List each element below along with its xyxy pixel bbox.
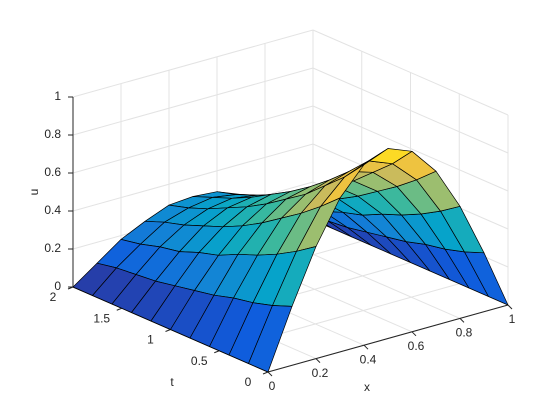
grid-line bbox=[72, 143, 314, 212]
x-axis bbox=[267, 304, 509, 373]
x-tick-label: 0.6 bbox=[408, 339, 425, 353]
u-tick-label: 0 bbox=[54, 279, 61, 293]
grid-line bbox=[312, 29, 509, 116]
u-tick-label: 0.6 bbox=[44, 165, 61, 179]
grid-line bbox=[72, 67, 314, 136]
u-tick-label: 1 bbox=[54, 89, 61, 103]
t-tick bbox=[262, 371, 269, 375]
u-tick-label: 0.2 bbox=[44, 241, 61, 255]
x-tick bbox=[315, 358, 321, 363]
x-axis-label: x bbox=[364, 380, 370, 394]
x-tick-label: 1 bbox=[509, 312, 516, 326]
t-tick-label: 2 bbox=[50, 290, 57, 304]
x-tick-label: 0.2 bbox=[312, 366, 329, 380]
u-axis-label: u bbox=[27, 189, 41, 196]
grid-line bbox=[72, 29, 314, 98]
x-tick-label: 0 bbox=[269, 379, 276, 393]
x-tick bbox=[459, 318, 465, 323]
u-tick-label: 0.4 bbox=[44, 203, 61, 217]
x-tick bbox=[363, 344, 369, 350]
t-tick bbox=[165, 329, 171, 332]
t-tick-label: 1.5 bbox=[93, 311, 110, 325]
u-tick-label: 0.8 bbox=[44, 127, 61, 141]
t-tick-label: 0.5 bbox=[191, 354, 208, 368]
surface-face bbox=[248, 305, 293, 373]
x-tick bbox=[267, 371, 273, 377]
t-tick bbox=[116, 307, 122, 311]
t-tick-label: 0 bbox=[245, 375, 252, 389]
x-tick bbox=[411, 331, 417, 337]
x-tick bbox=[507, 304, 513, 310]
grid-line bbox=[312, 105, 509, 192]
grid-line bbox=[312, 67, 509, 154]
x-tick-label: 0.4 bbox=[360, 352, 377, 366]
t-tick bbox=[214, 350, 220, 354]
t-axis-label: t bbox=[170, 375, 174, 389]
x-tick-label: 0.8 bbox=[456, 326, 473, 340]
t-tick-label: 1 bbox=[147, 333, 154, 347]
grid-line bbox=[72, 105, 314, 174]
